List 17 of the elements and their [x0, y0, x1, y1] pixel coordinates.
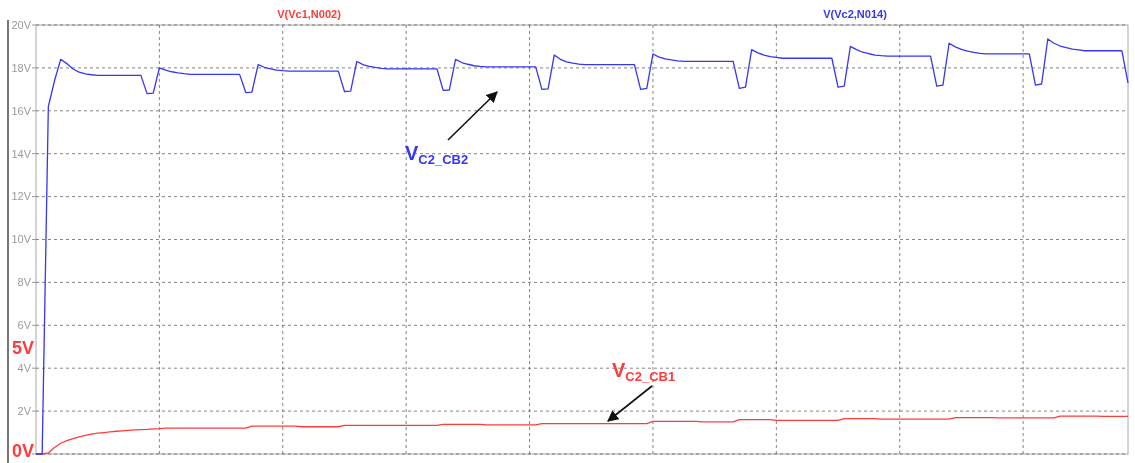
y-tick-label: 18V — [11, 61, 32, 74]
annotation: V$_{C2_CB2}$ — [405, 142, 469, 167]
y-tick-label: 6V — [17, 319, 32, 332]
text: V(Vc1,N002) — [277, 8, 342, 20]
text: 0V — [11, 440, 34, 461]
annotation: V$_{C2_CB1}$ — [612, 359, 676, 384]
y-tick-label: 4V — [17, 362, 32, 375]
y-tick-label: 10V — [11, 233, 32, 246]
y-tick-label: 12V — [11, 190, 32, 203]
text: V(Vc2,N014) — [823, 8, 888, 20]
y-tick-label: 20V — [11, 18, 32, 31]
y-tick-label: 16V — [11, 104, 32, 117]
y-tick-label: 8V — [17, 276, 32, 289]
y-tick-label: 2V — [17, 404, 32, 417]
y-tick-label: 14V — [11, 147, 32, 160]
text: 5V — [11, 337, 34, 358]
line-series — [35, 38, 1129, 455]
